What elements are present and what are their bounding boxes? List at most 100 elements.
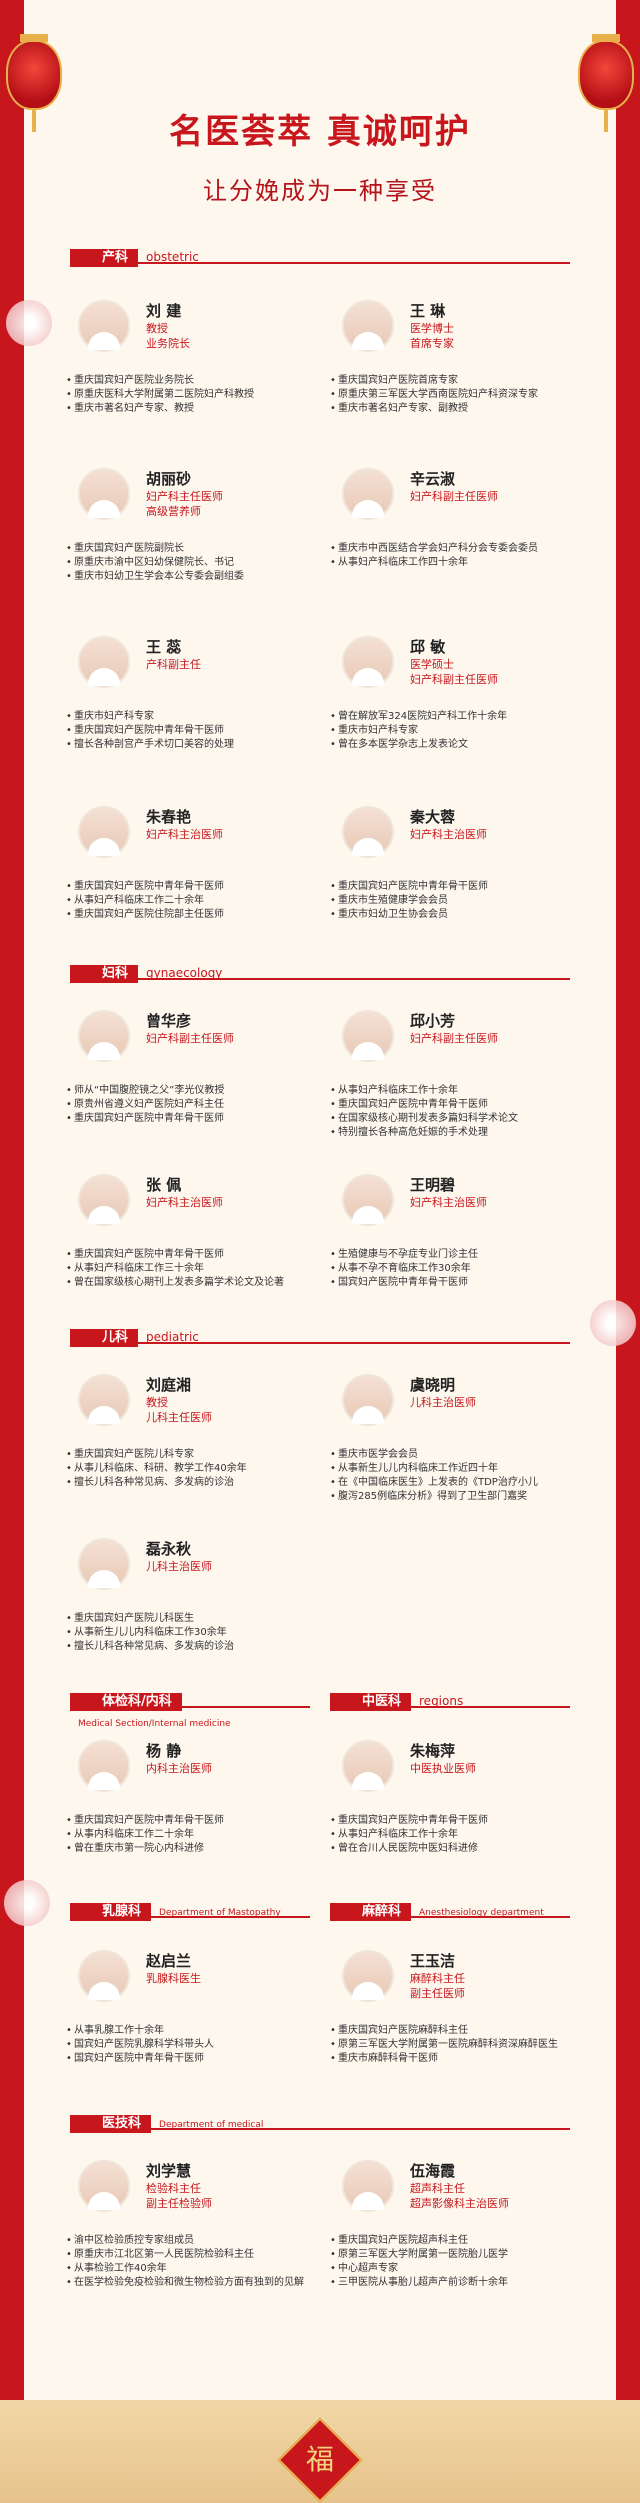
avatar bbox=[78, 468, 130, 520]
section-mastopathy: 乳腺科 Department of Mastopathy bbox=[70, 1900, 310, 1921]
section-en: Medical Section/Internal medicine bbox=[78, 1719, 231, 1729]
avatar bbox=[78, 1374, 130, 1426]
doctor-bullet: 原重庆市江北区第一人民医院检验科主任 bbox=[66, 2248, 336, 2262]
avatar bbox=[342, 300, 394, 352]
doctor-bullet: 从事妇产科临床工作三十余年 bbox=[66, 1262, 336, 1276]
doctor-name: 邱 敏 bbox=[410, 638, 446, 656]
doctor-bullet: 从事妇产科临床工作十余年 bbox=[330, 1084, 600, 1098]
section-tag: 医技科 bbox=[70, 2115, 152, 2133]
doctor-role: 副主任检验师 bbox=[146, 2197, 212, 2210]
section-tag: 乳腺科 bbox=[70, 1903, 152, 1921]
avatar bbox=[78, 806, 130, 858]
doctor-name: 虞晓明 bbox=[410, 1376, 456, 1394]
doctor-bullet: 重庆市生殖健康学会会员 bbox=[330, 894, 600, 908]
doctor-role: 医学博士 bbox=[410, 322, 454, 335]
doctor-bullet: 重庆国宾妇产医院中青年骨干医师 bbox=[66, 1248, 336, 1262]
section-obstetric: 产科 obstetric bbox=[70, 246, 570, 267]
section-tag: 妇科 bbox=[70, 965, 139, 983]
doctor-bullet: 重庆国宾妇产医院中青年骨干医师 bbox=[66, 880, 336, 894]
doctor-role: 妇产科副主任医师 bbox=[410, 490, 498, 503]
doctor-role: 检验科主任 bbox=[146, 2182, 201, 2195]
avatar bbox=[342, 1010, 394, 1062]
doctor-bullet: 重庆国宾妇产医院首席专家 bbox=[330, 374, 600, 388]
doctor-bullet: 渝中区检验质控专家组成员 bbox=[66, 2234, 336, 2248]
avatar bbox=[78, 1538, 130, 1590]
doctor-bullet: 重庆市妇幼卫生学会本公专委会副组委 bbox=[66, 570, 336, 584]
doctor-bullet: 重庆市妇幼卫生协会会员 bbox=[330, 908, 600, 922]
section-medical: 医技科 Department of medical bbox=[70, 2112, 570, 2133]
doctor-role: 超声科主任 bbox=[410, 2182, 465, 2195]
doctor-bullet: 重庆国宾妇产医院麻醉科主任 bbox=[330, 2024, 600, 2038]
doctor-role: 教授 bbox=[146, 1396, 168, 1409]
doctor-role: 产科副主任 bbox=[146, 658, 201, 671]
doctor-bullet: 原贵州省遵义妇产医院妇产科主任 bbox=[66, 1098, 336, 1112]
section-en: pediatric bbox=[146, 1330, 199, 1344]
doctor-bullet: 曾在国家级核心期刊上发表多篇学术论文及论著 bbox=[66, 1276, 336, 1290]
page-subtitle: 让分娩成为一种享受 bbox=[203, 177, 437, 205]
doctor-bullet: 重庆市著名妇产专家、副教授 bbox=[330, 402, 600, 416]
doctor-name: 张 佩 bbox=[146, 1176, 182, 1194]
doctor-name: 杨 静 bbox=[146, 1742, 182, 1760]
doctor-name: 王玉洁 bbox=[410, 1952, 456, 1970]
doctor-bullet: 擅长儿科各种常见病、多发病的诊治 bbox=[66, 1476, 336, 1490]
doctor-role: 妇产科副主任医师 bbox=[410, 673, 498, 686]
doctor-role: 妇产科主治医师 bbox=[146, 1196, 223, 1209]
avatar bbox=[78, 636, 130, 688]
doctor-bullet: 重庆国宾妇产医院儿科医生 bbox=[66, 1612, 336, 1626]
section-tag: 产科 bbox=[70, 249, 139, 267]
avatar bbox=[342, 468, 394, 520]
doctor-bullet: 在国家级核心期刊发表多篇妇科学术论文 bbox=[330, 1112, 600, 1126]
doctor-bullet: 重庆市著名妇产专家、教授 bbox=[66, 402, 336, 416]
doctor-bullet: 腹泻285例临床分析》得到了卫生部门嘉奖 bbox=[330, 1490, 600, 1504]
lantern-icon bbox=[578, 34, 634, 132]
plum-blossom-icon bbox=[4, 1880, 50, 1926]
doctor-bullet: 原第三军医大学附属第一医院麻醉科资深麻醉医生 bbox=[330, 2038, 600, 2052]
doctor-bullet: 从事新生儿儿内科临床工作近四十年 bbox=[330, 1462, 600, 1476]
doctor-role: 教授 bbox=[146, 322, 168, 335]
avatar bbox=[342, 1374, 394, 1426]
doctor-role: 妇产科主治医师 bbox=[410, 828, 487, 841]
section-en: obstetric bbox=[146, 250, 199, 264]
doctor-role: 麻醉科主任 bbox=[410, 1972, 465, 1985]
doctor-bullet: 重庆市中西医结合学会妇产科分会专委会委员 bbox=[330, 542, 600, 556]
doctor-name: 朱春艳 bbox=[146, 808, 192, 826]
doctor-bullet: 重庆国宾妇产医院副院长 bbox=[66, 542, 336, 556]
fu-character: 福 bbox=[305, 2443, 334, 2476]
doctor-name: 邱小芳 bbox=[410, 1012, 456, 1030]
section-en: Anesthesiology department bbox=[419, 1908, 544, 1918]
doctor-role: 妇产科主任医师 bbox=[146, 490, 223, 503]
doctor-role: 妇产科副主任医师 bbox=[410, 1032, 498, 1045]
section-regions: 中医科 regions bbox=[330, 1690, 570, 1711]
doctor-role: 首席专家 bbox=[410, 337, 454, 350]
doctor-bullet: 重庆国宾妇产医院儿科专家 bbox=[66, 1448, 336, 1462]
doctor-bullet: 擅长各种剖宫产手术切口美容的处理 bbox=[66, 738, 336, 752]
doctor-bullet: 从事儿科临床、科研、教学工作40余年 bbox=[66, 1462, 336, 1476]
doctor-role: 医学硕士 bbox=[410, 658, 454, 671]
doctor-bullet: 重庆市妇产科专家 bbox=[66, 710, 336, 724]
doctor-role: 妇产科主治医师 bbox=[146, 828, 223, 841]
doctor-bullet: 重庆国宾妇产医院中青年骨干医师 bbox=[330, 880, 600, 894]
doctor-bullet: 从事检验工作40余年 bbox=[66, 2262, 336, 2276]
avatar bbox=[342, 1740, 394, 1792]
doctor-name: 朱梅萍 bbox=[410, 1742, 456, 1760]
doctor-role: 妇产科副主任医师 bbox=[146, 1032, 234, 1045]
doctor-name: 胡丽砂 bbox=[146, 470, 192, 488]
doctor-bullet: 三甲医院从事胎儿超声产前诊断十余年 bbox=[330, 2276, 600, 2290]
doctor-bullet: 曾在解放军324医院妇产科工作十余年 bbox=[330, 710, 600, 724]
doctor-role: 内科主治医师 bbox=[146, 1762, 212, 1775]
page-title: 名医荟萃 真诚呵护 bbox=[169, 112, 471, 152]
section-tag: 儿科 bbox=[70, 1329, 139, 1347]
avatar bbox=[78, 1174, 130, 1226]
section-tag: 中医科 bbox=[330, 1693, 412, 1711]
doctor-bullet: 在医学检验免疫检验和微生物检验方面有独到的见解 bbox=[66, 2276, 336, 2290]
doctor-bullet: 原重庆市渝中区妇幼保健院长、书记 bbox=[66, 556, 336, 570]
avatar bbox=[342, 636, 394, 688]
doctor-name: 王明碧 bbox=[410, 1176, 456, 1194]
doctor-name: 刘学慧 bbox=[146, 2162, 192, 2180]
doctor-bullet: 重庆国宾妇产医院中青年骨干医师 bbox=[330, 1814, 600, 1828]
doctor-role: 中医执业医师 bbox=[410, 1762, 476, 1775]
avatar bbox=[78, 300, 130, 352]
doctor-bullet: 国宾妇产医院中青年骨干医师 bbox=[330, 1276, 600, 1290]
doctor-role: 儿科主治医师 bbox=[410, 1396, 476, 1409]
